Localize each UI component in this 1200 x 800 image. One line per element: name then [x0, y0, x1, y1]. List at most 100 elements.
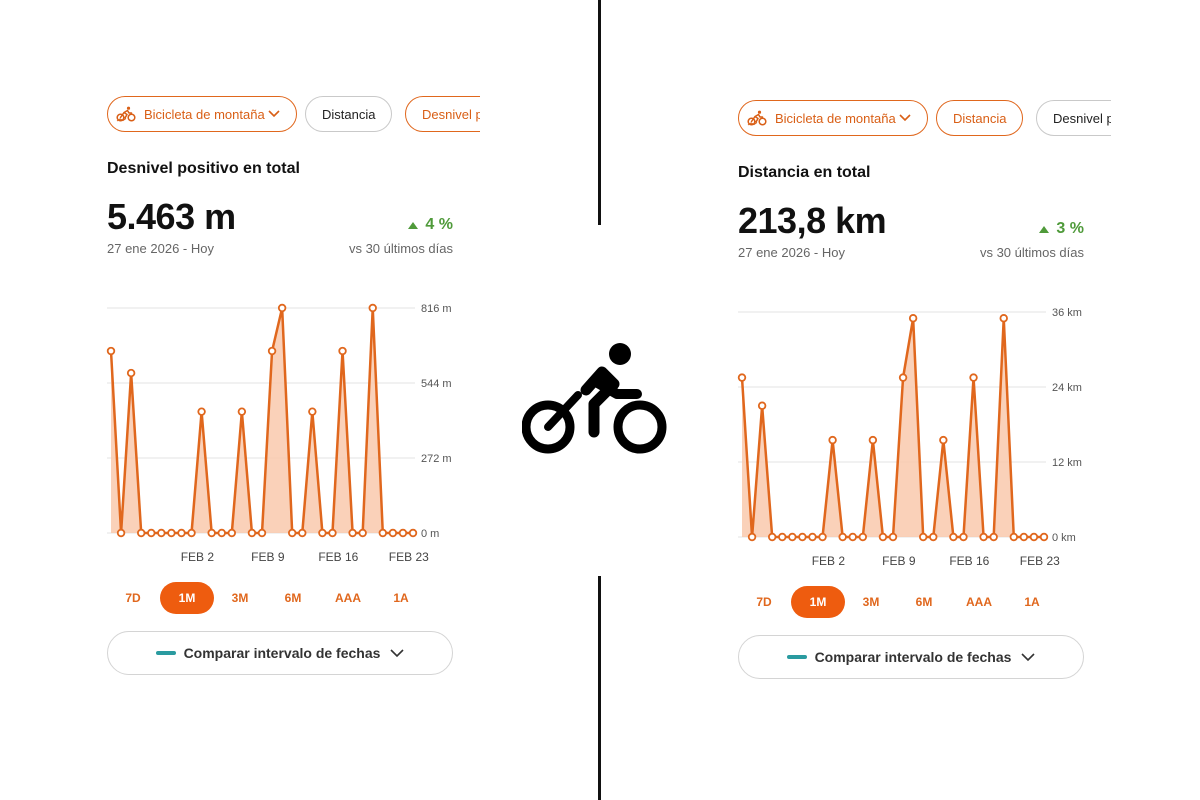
range-button-7d[interactable]: 7D	[125, 591, 141, 605]
data-point[interactable]	[207, 528, 216, 538]
data-point[interactable]	[999, 314, 1008, 323]
data-point[interactable]	[848, 532, 857, 542]
data-point[interactable]	[898, 373, 908, 382]
data-point[interactable]	[858, 532, 867, 542]
data-point[interactable]	[187, 528, 196, 538]
range-button-1a[interactable]: 1A	[393, 591, 409, 605]
data-point[interactable]	[247, 528, 257, 538]
distance-chip[interactable]: Distancia	[305, 96, 393, 132]
data-point[interactable]	[788, 532, 797, 542]
x-tick-label: FEB 23	[1020, 554, 1060, 568]
data-point[interactable]	[989, 532, 998, 542]
data-point[interactable]	[368, 303, 377, 313]
data-point[interactable]	[388, 528, 398, 538]
data-point[interactable]	[757, 401, 767, 410]
distance-panel: Bicicleta de montaña Distancia Desnivel …	[737, 100, 1118, 700]
delta-badge: 3 %	[1039, 220, 1084, 238]
data-point[interactable]	[277, 303, 287, 313]
data-point[interactable]	[1029, 532, 1039, 542]
sport-selector-label: Bicicleta de montaña	[144, 106, 265, 122]
data-point[interactable]	[949, 532, 958, 542]
data-point[interactable]	[979, 532, 988, 542]
data-point[interactable]	[838, 532, 847, 542]
compare-line-icon	[786, 655, 807, 659]
data-point[interactable]	[167, 528, 176, 538]
y-tick-label: 0 m	[421, 528, 439, 540]
data-point[interactable]	[747, 532, 757, 542]
distance-chip[interactable]: Distancia	[936, 100, 1024, 136]
compare-dates-button[interactable]: Comparar intervalo de fechas	[107, 631, 453, 675]
data-point[interactable]	[318, 528, 327, 538]
data-point[interactable]	[969, 373, 978, 382]
data-point[interactable]	[328, 528, 337, 538]
time-range-selector: 7D 1M 3M 6M AAA 1A	[107, 582, 457, 616]
data-point[interactable]	[106, 346, 116, 356]
data-point[interactable]	[818, 532, 827, 542]
range-button-1m[interactable]: 1M	[791, 586, 845, 618]
data-point[interactable]	[358, 528, 367, 538]
data-point[interactable]	[308, 407, 317, 416]
compare-dates-button[interactable]: Comparar intervalo de fechas	[738, 635, 1084, 679]
data-point[interactable]	[808, 532, 817, 542]
y-tick-label: 24 km	[1052, 382, 1082, 394]
data-point[interactable]	[147, 528, 156, 538]
data-point[interactable]	[378, 528, 387, 538]
data-point[interactable]	[798, 532, 807, 542]
arrow-up-icon	[408, 221, 419, 229]
elevation-panel: Bicicleta de montaña Distancia Desnivel …	[106, 96, 487, 696]
data-point[interactable]	[1039, 532, 1049, 542]
data-point[interactable]	[959, 532, 968, 542]
date-range: 27 ene 2026 - Hoy	[107, 241, 214, 256]
range-button-3m[interactable]: 3M	[231, 591, 249, 605]
data-point[interactable]	[227, 528, 236, 538]
data-point[interactable]	[348, 528, 357, 538]
data-point[interactable]	[287, 528, 297, 538]
data-point[interactable]	[768, 532, 777, 542]
data-point[interactable]	[1019, 532, 1029, 542]
data-point[interactable]	[237, 407, 247, 416]
data-point[interactable]	[868, 435, 878, 445]
data-point[interactable]	[116, 528, 126, 538]
elevation-chip[interactable]: Desnivel p	[405, 96, 480, 132]
data-point[interactable]	[398, 528, 408, 538]
data-point[interactable]	[778, 532, 787, 542]
sport-selector-chip[interactable]: Bicicleta de montaña	[738, 100, 928, 136]
data-point[interactable]	[929, 532, 938, 542]
data-point[interactable]	[408, 528, 418, 538]
range-button-1a[interactable]: 1A	[1024, 595, 1040, 609]
data-point[interactable]	[908, 314, 918, 323]
data-point[interactable]	[257, 528, 267, 538]
arrow-up-icon	[1039, 225, 1050, 233]
data-point[interactable]	[338, 346, 347, 356]
data-point[interactable]	[197, 407, 206, 416]
range-button-6m[interactable]: 6M	[915, 595, 933, 609]
x-tick-label: FEB 2	[812, 554, 846, 568]
data-point[interactable]	[939, 435, 948, 445]
data-point[interactable]	[126, 368, 136, 378]
range-button-1m[interactable]: 1M	[160, 582, 214, 614]
data-point[interactable]	[1009, 532, 1018, 542]
data-point[interactable]	[878, 532, 888, 542]
data-point[interactable]	[298, 528, 307, 538]
range-button-aaa[interactable]: AAA	[335, 591, 361, 605]
data-point[interactable]	[217, 528, 226, 538]
elevation-chip[interactable]: Desnivel p	[1036, 100, 1111, 136]
y-tick-label: 272 m	[421, 453, 452, 465]
range-button-6m[interactable]: 6M	[284, 591, 302, 605]
data-point[interactable]	[137, 528, 146, 538]
y-tick-label: 12 km	[1052, 457, 1082, 469]
data-point[interactable]	[828, 435, 837, 445]
range-button-aaa[interactable]: AAA	[966, 595, 992, 609]
data-point[interactable]	[888, 532, 898, 542]
range-button-3m[interactable]: 3M	[862, 595, 880, 609]
data-point[interactable]	[267, 346, 277, 356]
range-button-7d[interactable]: 7D	[756, 595, 772, 609]
sport-selector-chip[interactable]: Bicicleta de montaña	[107, 96, 297, 132]
y-tick-label: 544 m	[421, 378, 452, 390]
data-point[interactable]	[918, 532, 928, 542]
data-point[interactable]	[737, 373, 747, 382]
delta-value: 3 %	[1056, 220, 1084, 237]
elevation-chart: 816 m 544 m 272 m 0 m FEB 2 FEB 9 FEB 16 FEB 23	[106, 303, 452, 564]
data-point[interactable]	[177, 528, 186, 538]
data-point[interactable]	[157, 528, 166, 538]
